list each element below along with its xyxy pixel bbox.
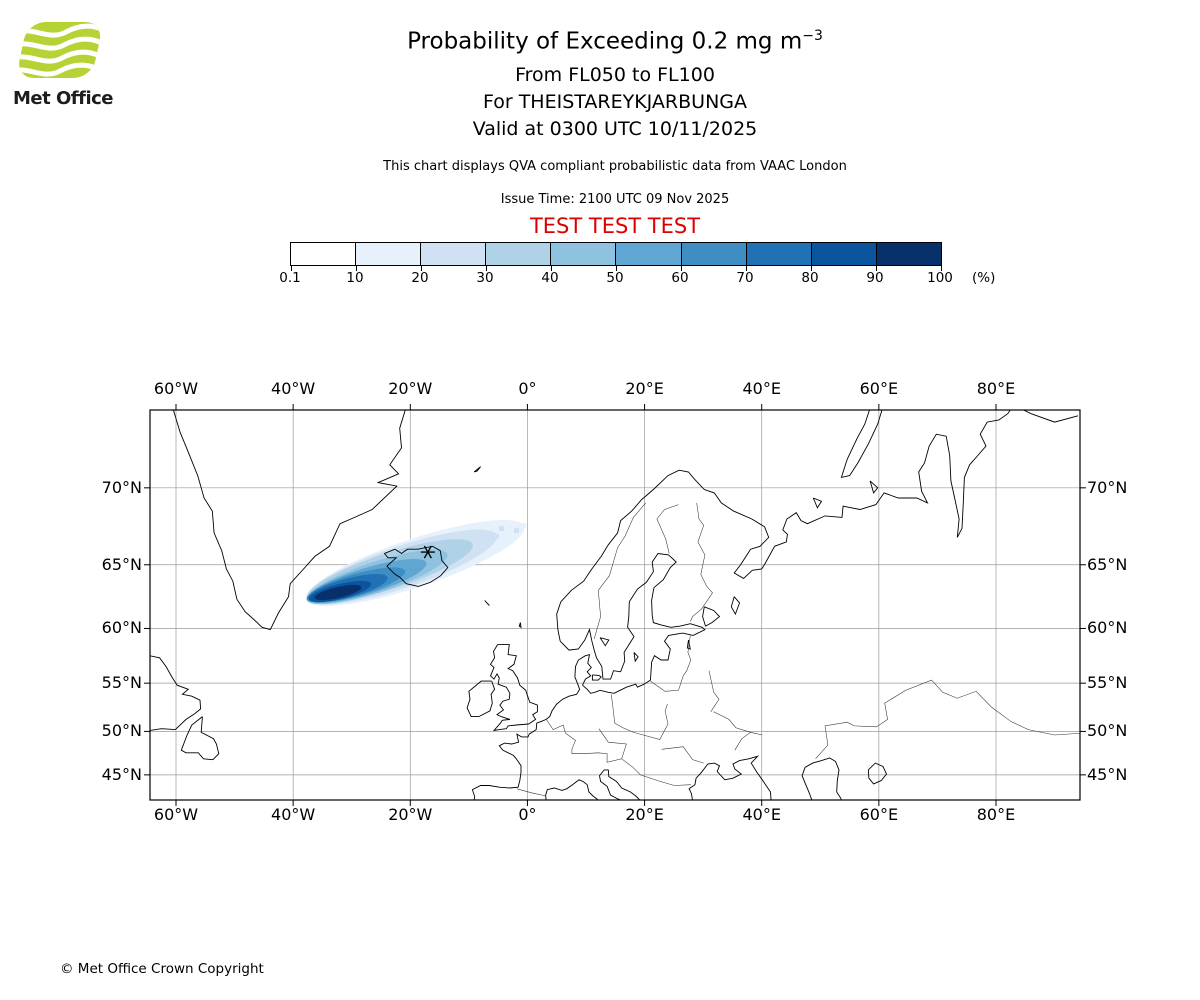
map-ticks <box>144 404 1086 806</box>
axis-label: 45°N <box>101 764 142 784</box>
colorbar-segment <box>551 243 617 265</box>
axis-label: 55°N <box>1087 673 1128 693</box>
colorbar-segment <box>421 243 487 265</box>
axis-label: 80°E <box>976 379 1016 398</box>
copyright: © Met Office Crown Copyright <box>60 961 264 977</box>
axis-label: 50°N <box>1087 721 1128 741</box>
colorbar-tick-label: 70 <box>736 270 754 286</box>
axis-label: 50°N <box>101 721 142 741</box>
colorbar-tick-label: 30 <box>476 270 494 286</box>
issue-time: Issue Time: 2100 UTC 09 Nov 2025 <box>500 192 730 207</box>
colorbar-segment <box>681 243 747 265</box>
axis-label: 55°N <box>101 673 142 693</box>
axis-label: 0° <box>518 805 537 824</box>
colorbar-tick <box>811 266 812 271</box>
colorbar-tick-label: 100 <box>927 270 953 286</box>
test-banner: TEST TEST TEST <box>529 214 701 238</box>
colorbar-tick-label: 90 <box>866 270 884 286</box>
flight-level-line: From FL050 to FL100 <box>515 64 715 86</box>
volcano-line: For THEISTAREYKJARBUNGA <box>482 91 748 113</box>
axis-label: 70°N <box>1087 477 1128 497</box>
axis-label: 40°E <box>742 805 781 824</box>
axis-label: 60°E <box>859 805 899 824</box>
volcano-marker <box>420 545 435 559</box>
valid-time-line: Valid at 0300 UTC 10/11/2025 <box>472 118 758 140</box>
colorbar-tick-label: 0.1 <box>279 270 301 286</box>
colorbar-unit: (%) <box>972 270 996 286</box>
colorbar-tick <box>421 266 422 271</box>
axis-label: 40°W <box>271 805 316 824</box>
colorbar-tick-label: 10 <box>346 270 364 286</box>
met-office-logo-mark <box>15 22 104 78</box>
colorbar-segment <box>811 243 877 265</box>
colorbar-tick <box>486 266 487 271</box>
colorbar <box>290 242 942 271</box>
axis-label: 20°E <box>625 379 664 398</box>
chart-title-exponent: −3 <box>802 28 823 44</box>
colorbar-tick <box>746 266 747 271</box>
colorbar-tick <box>356 266 357 271</box>
map-frame <box>149 409 1081 801</box>
axis-label: 20°W <box>388 805 433 824</box>
met-office-logo <box>10 20 120 82</box>
colorbar-tick <box>681 266 682 271</box>
colorbar-tick <box>551 266 552 271</box>
axis-label: 60°N <box>101 618 142 638</box>
colorbar-segment <box>746 243 812 265</box>
chart-title-text: Probability of Exceeding 0.2 mg m <box>407 28 803 55</box>
axis-label: 60°W <box>153 805 199 824</box>
colorbar-labels: (%) 0.1 10 20 30 40 50 60 70 80 90 100 <box>279 270 1050 288</box>
colorbar-tick-label: 20 <box>411 270 429 286</box>
colorbar-segment <box>616 243 682 265</box>
colorbar-tick-label: 80 <box>801 270 819 286</box>
ash-plume <box>305 519 526 607</box>
qva-note: This chart displays QVA compliant probab… <box>383 159 847 174</box>
axis-label: 20°E <box>625 805 664 824</box>
colorbar-segment <box>876 243 941 265</box>
axis-label: 40°W <box>271 379 316 398</box>
colorbar-segment <box>356 243 422 265</box>
axis-label: 45°N <box>1087 764 1128 784</box>
colorbar-tick <box>616 266 617 271</box>
axis-label: 65°N <box>101 554 142 574</box>
axis-label: 60°W <box>153 379 199 398</box>
colorbar-tick <box>941 266 942 271</box>
colorbar-tick-label: 40 <box>541 270 559 286</box>
colorbar-tick <box>876 266 877 271</box>
coastlines <box>150 410 1079 800</box>
country-borders <box>516 502 1080 797</box>
colorbar-tick-label: 50 <box>606 270 624 286</box>
axis-label: 65°N <box>1087 554 1128 574</box>
axis-label: 70°N <box>101 477 142 497</box>
colorbar-segment <box>486 243 552 265</box>
axis-label: 20°W <box>388 379 433 398</box>
axis-label: 40°E <box>742 379 781 398</box>
colorbar-segments <box>291 243 941 265</box>
map-gridlines <box>150 410 1080 800</box>
met-office-wordmark: Met Office <box>13 88 114 109</box>
axis-label: 60°E <box>859 379 899 398</box>
map <box>144 404 1086 806</box>
colorbar-tick-label: 60 <box>671 270 689 286</box>
colorbar-tick <box>291 266 292 271</box>
chart-title: Probability of Exceeding 0.2 mg m−3 <box>30 28 1200 55</box>
axis-label: 60°N <box>1087 618 1128 638</box>
colorbar-segment <box>291 243 357 265</box>
axis-label: 80°E <box>976 805 1016 824</box>
axis-label: 0° <box>518 379 537 398</box>
